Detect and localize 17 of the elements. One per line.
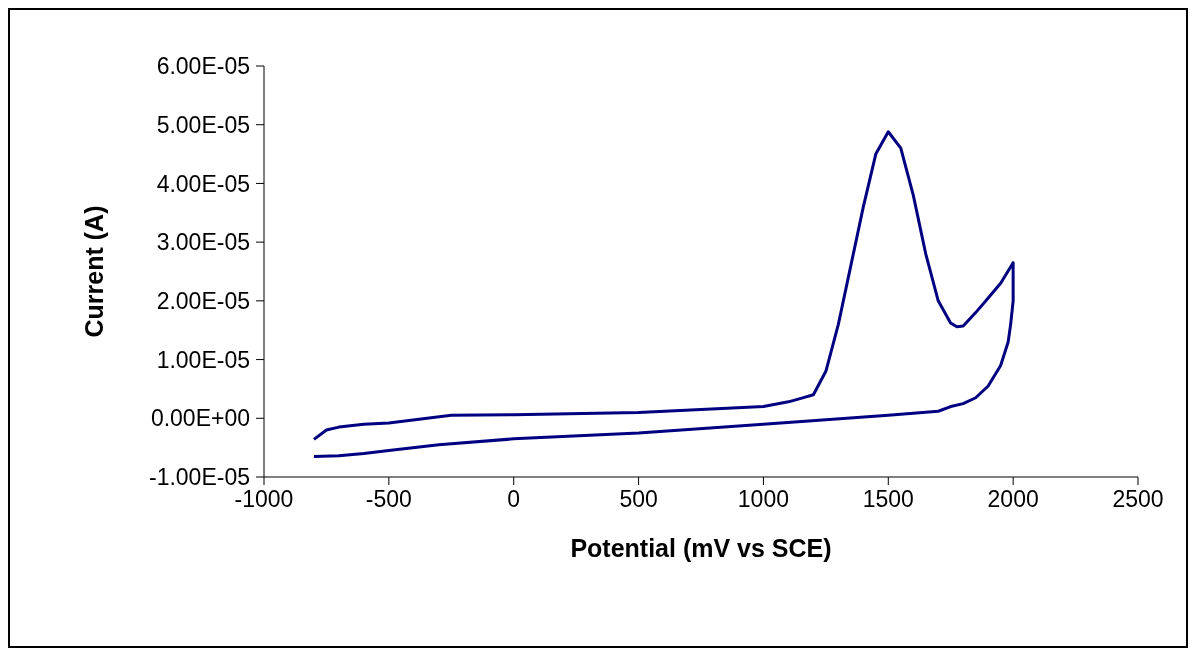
y-tick-label: 1.00E-05 — [156, 346, 250, 373]
y-axis-title: Current (A) — [79, 205, 108, 338]
x-tick-label: 1500 — [862, 486, 914, 513]
y-tick-label: 3.00E-05 — [156, 229, 250, 256]
y-tick-label: 2.00E-05 — [156, 288, 250, 315]
x-axis-title: Potential (mV vs SCE) — [570, 534, 832, 562]
x-tick-label: 0 — [507, 486, 521, 513]
y-tick-label: 5.00E-05 — [156, 111, 250, 138]
y-tick-label: 6.00E-05 — [156, 53, 250, 80]
y-tick-label: 4.00E-05 — [156, 170, 250, 197]
x-tick-label: -500 — [365, 486, 412, 513]
line-series — [312, 130, 1015, 458]
x-tick-label: 1000 — [737, 486, 790, 513]
x-tick-label: 2500 — [1112, 486, 1164, 513]
x-tick-label: 500 — [619, 486, 658, 513]
x-tick-label: 2000 — [987, 486, 1039, 513]
y-tick-label: 0.00E+00 — [150, 405, 250, 432]
